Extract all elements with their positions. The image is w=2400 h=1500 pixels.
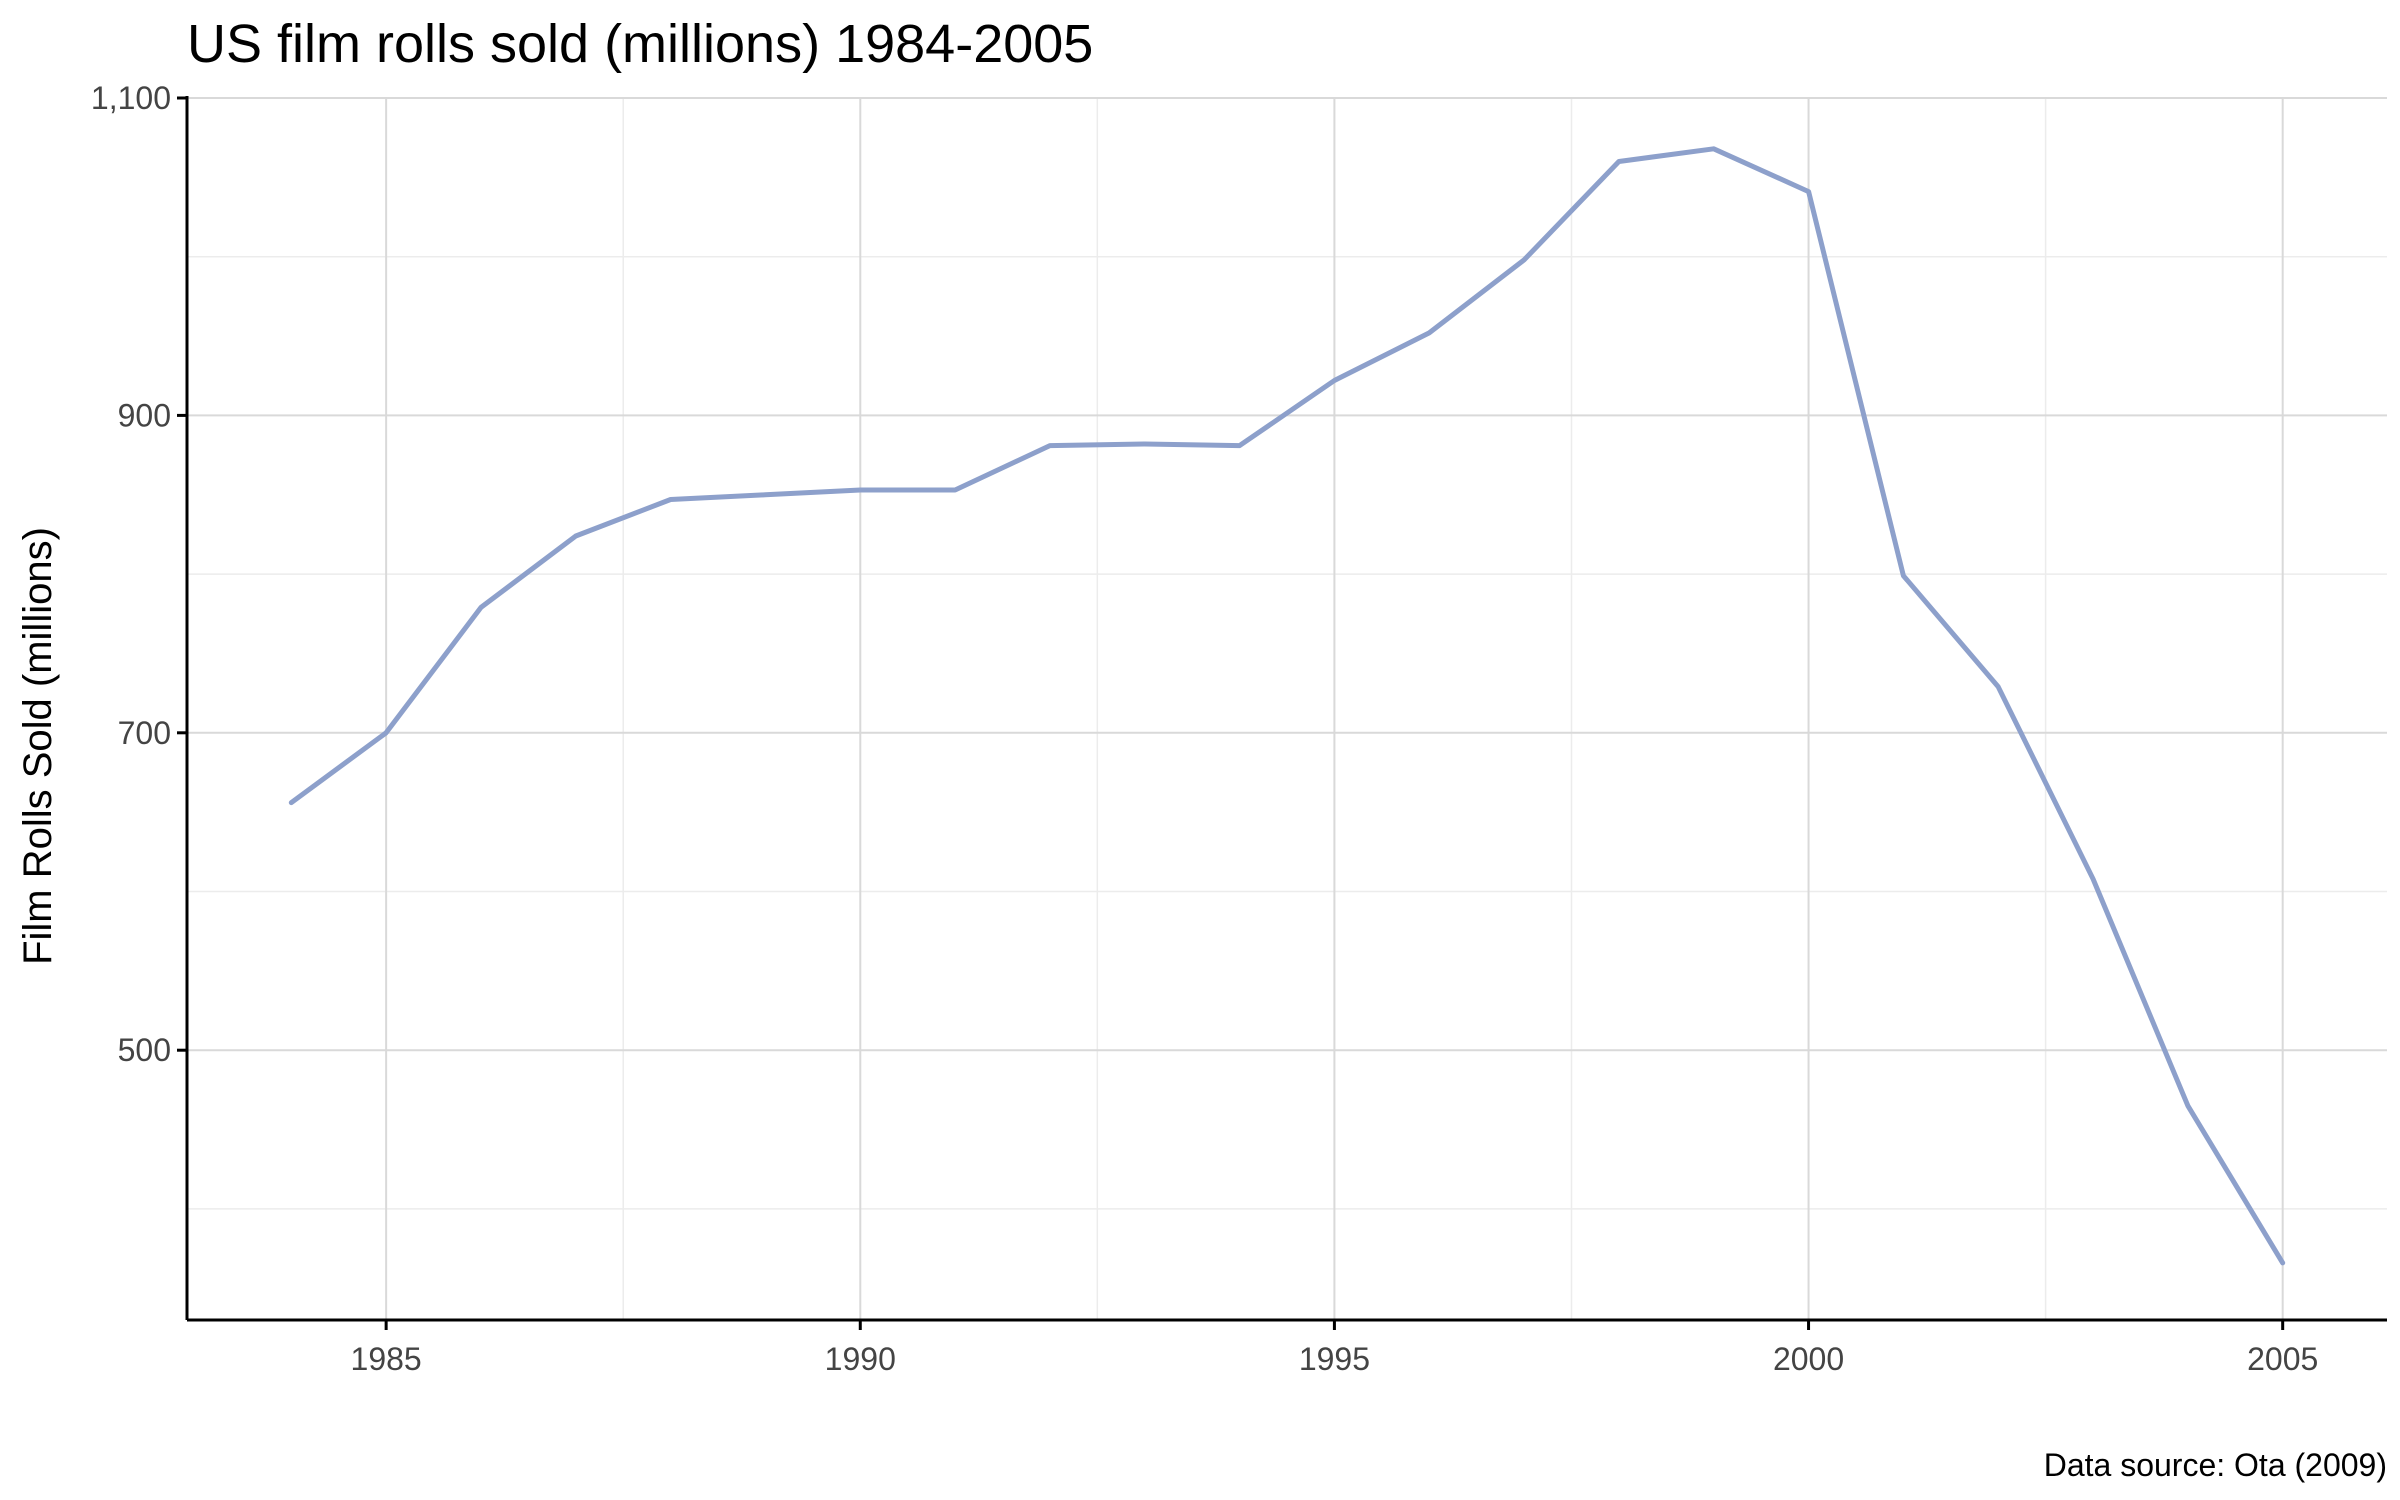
- x-tick-label: 1995: [1299, 1341, 1370, 1377]
- x-tick-label: 1985: [351, 1341, 422, 1377]
- y-tick-label: 700: [118, 715, 171, 751]
- series-line-0: [288, 146, 2286, 1266]
- x-tick-label: 2000: [1773, 1341, 1844, 1377]
- series-layer: [288, 146, 2286, 1266]
- y-axis-title: Film Rolls Sold (millions): [16, 527, 60, 965]
- x-tick-label: 2005: [2247, 1341, 2318, 1377]
- y-axis-ticks: 500 700 900 1,100: [91, 80, 187, 1068]
- chart-title: US film rolls sold (millions) 1984-2005: [187, 14, 1093, 74]
- x-tick-label: 1990: [825, 1341, 896, 1377]
- y-tick-label: 500: [118, 1032, 171, 1068]
- major-gridlines: [187, 97, 2387, 1320]
- x-axis-ticks: 1985 1990 1995 2000 2005: [351, 1320, 2318, 1377]
- y-tick-label: 900: [118, 397, 171, 433]
- minor-gridlines: [187, 98, 2387, 1320]
- y-tick-label: 1,100: [91, 80, 171, 116]
- data-source-caption: Data source: Ota (2009): [2044, 1447, 2387, 1483]
